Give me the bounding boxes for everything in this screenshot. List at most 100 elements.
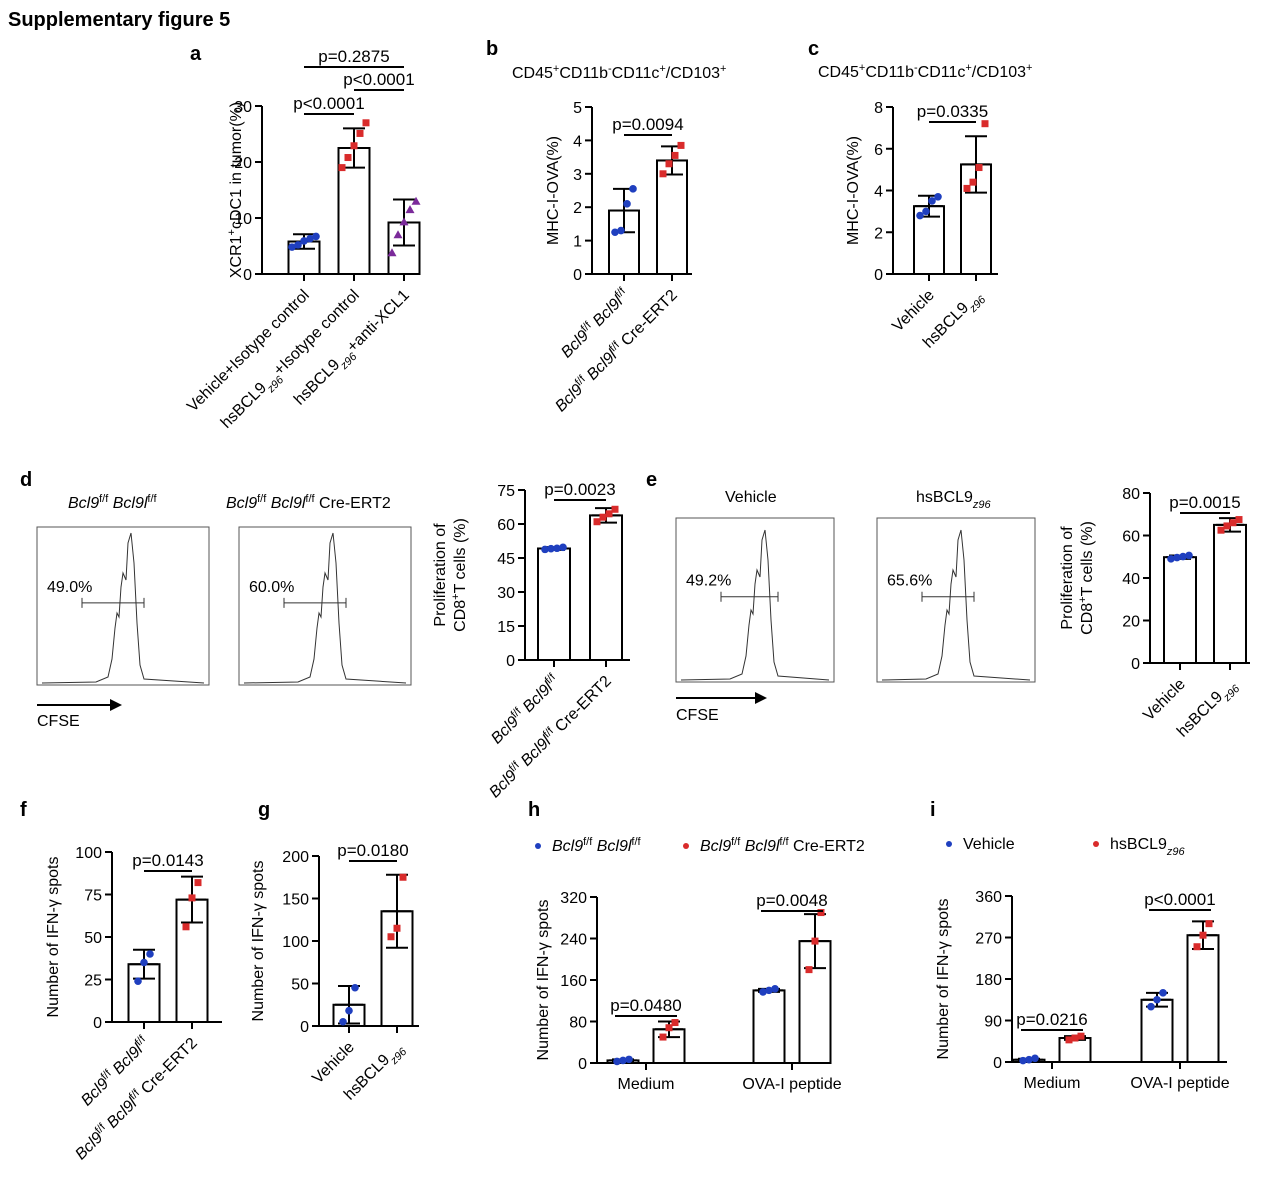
- data-point: [1229, 519, 1237, 527]
- data-point: [916, 211, 924, 220]
- y-axis-label: Number of IFN-γ spots: [535, 900, 552, 1061]
- y-tick-label: 0: [1131, 656, 1140, 673]
- data-point: [387, 248, 397, 257]
- p-value: p=0.0023: [544, 480, 615, 499]
- y-tick-label: 150: [282, 892, 309, 909]
- data-point: [765, 986, 773, 995]
- figure-title: Supplementary figure 5: [8, 9, 230, 31]
- data-point: [671, 151, 679, 159]
- data-point: [1153, 995, 1161, 1004]
- data-point: [411, 196, 421, 205]
- data-point: [975, 164, 983, 172]
- y-tick-label: 15: [497, 619, 515, 636]
- legend-marker: [1093, 841, 1099, 847]
- data-point: [671, 1019, 679, 1027]
- data-point: [399, 217, 409, 226]
- flow-header: Vehicle: [725, 489, 777, 506]
- data-point: [617, 226, 625, 235]
- data-point: [288, 243, 296, 251]
- histogram-frame: [675, 517, 835, 683]
- y-tick-label: 0: [300, 1019, 309, 1036]
- bar: [1186, 934, 1220, 1064]
- data-point: [194, 879, 202, 887]
- y-axis-label: Proliferation of CD8+T cells (%): [432, 518, 469, 632]
- panel-label: i: [930, 799, 936, 821]
- data-point: [605, 510, 613, 518]
- gate-percent: 65.6%: [887, 573, 932, 590]
- bar: [656, 159, 688, 275]
- data-point: [619, 1056, 627, 1065]
- data-point: [140, 958, 148, 967]
- y-tick-label: 100: [282, 934, 309, 951]
- data-point: [1019, 1056, 1027, 1065]
- panel-i: i Vehicle hsBCL9z96 0 90 180 270 360 Medium p=0.0…: [930, 799, 1230, 1092]
- data-point: [623, 200, 631, 208]
- data-point: [1235, 516, 1243, 524]
- y-tick-label: 90: [984, 1014, 1002, 1031]
- data-point: [1193, 943, 1201, 951]
- y-tick-label: 20: [1122, 614, 1140, 631]
- p-value: p=0.0015: [1169, 493, 1240, 512]
- data-point: [759, 988, 767, 996]
- x-tick-label: Medium: [618, 1076, 675, 1093]
- cfse-arrowhead: [755, 692, 767, 704]
- bar: [1140, 998, 1174, 1063]
- flow-header: hsBCL9z96: [916, 489, 992, 511]
- data-point: [300, 237, 308, 245]
- bar: [589, 514, 623, 661]
- y-tick-label: 8: [874, 100, 883, 117]
- y-axis-label: MHC-I-OVA(%): [845, 136, 862, 245]
- p-value: p=0.2875: [318, 47, 389, 66]
- p-value: p=0.0180: [337, 841, 408, 860]
- data-point: [351, 983, 359, 992]
- data-point: [625, 1055, 633, 1064]
- histogram-trace: [243, 532, 407, 684]
- data-point: [1031, 1054, 1039, 1063]
- data-point: [593, 518, 601, 526]
- panel-e-flow: Vehicle hsBCL9z96 49.2% 65.6% CFSE: [675, 489, 1036, 724]
- data-point: [1217, 526, 1225, 534]
- y-axis-label: Number of IFN-γ spots: [250, 861, 267, 1022]
- data-point: [1147, 1002, 1155, 1011]
- y-tick-label: 4: [573, 133, 582, 150]
- flow-header: Bcl9f/f Bcl9lf/f: [68, 493, 158, 512]
- y-tick-label: 0: [993, 1055, 1002, 1072]
- data-point: [393, 924, 401, 932]
- data-point: [1071, 1034, 1079, 1042]
- data-point: [541, 545, 549, 554]
- data-point: [1167, 555, 1175, 563]
- y-tick-label: 200: [282, 849, 309, 866]
- panel-b: b CD45+CD11b-CD11c+/CD103+ 0 1 2 3 4 5 Bcl9f/f B…: [486, 38, 726, 415]
- p-value: p=0.0480: [610, 996, 681, 1015]
- x-tick-label: Bcl9f/f Bcl9lf/f: [77, 1033, 154, 1110]
- y-tick-label: 80: [569, 1015, 587, 1032]
- p-value: p<0.0001: [343, 70, 414, 89]
- p-value: p=0.0094: [612, 115, 683, 134]
- data-point: [146, 950, 154, 958]
- data-point: [1185, 551, 1193, 560]
- data-point: [134, 977, 142, 985]
- histogram-frame: [238, 526, 412, 686]
- data-point: [338, 164, 346, 172]
- y-tick-label: 50: [84, 930, 102, 947]
- bar: [1058, 1037, 1092, 1063]
- y-tick-label: 25: [84, 973, 102, 990]
- y-tick-label: 100: [75, 845, 102, 862]
- panel-c: cCD45+CD11b-CD11c+/CD103+02468VehiclehsB…: [808, 38, 1032, 352]
- data-point: [405, 205, 415, 214]
- y-tick-label: 270: [975, 931, 1002, 948]
- data-point: [1205, 920, 1213, 928]
- y-tick-label: 20: [234, 155, 252, 172]
- data-point: [362, 119, 370, 127]
- y-tick-label: 180: [975, 972, 1002, 989]
- y-tick-label: 0: [573, 267, 582, 284]
- gate-percent: 49.0%: [47, 579, 92, 596]
- data-point: [1223, 522, 1231, 530]
- data-point: [350, 142, 358, 150]
- bar: [537, 547, 571, 661]
- data-point: [559, 543, 567, 552]
- data-point: [306, 234, 314, 243]
